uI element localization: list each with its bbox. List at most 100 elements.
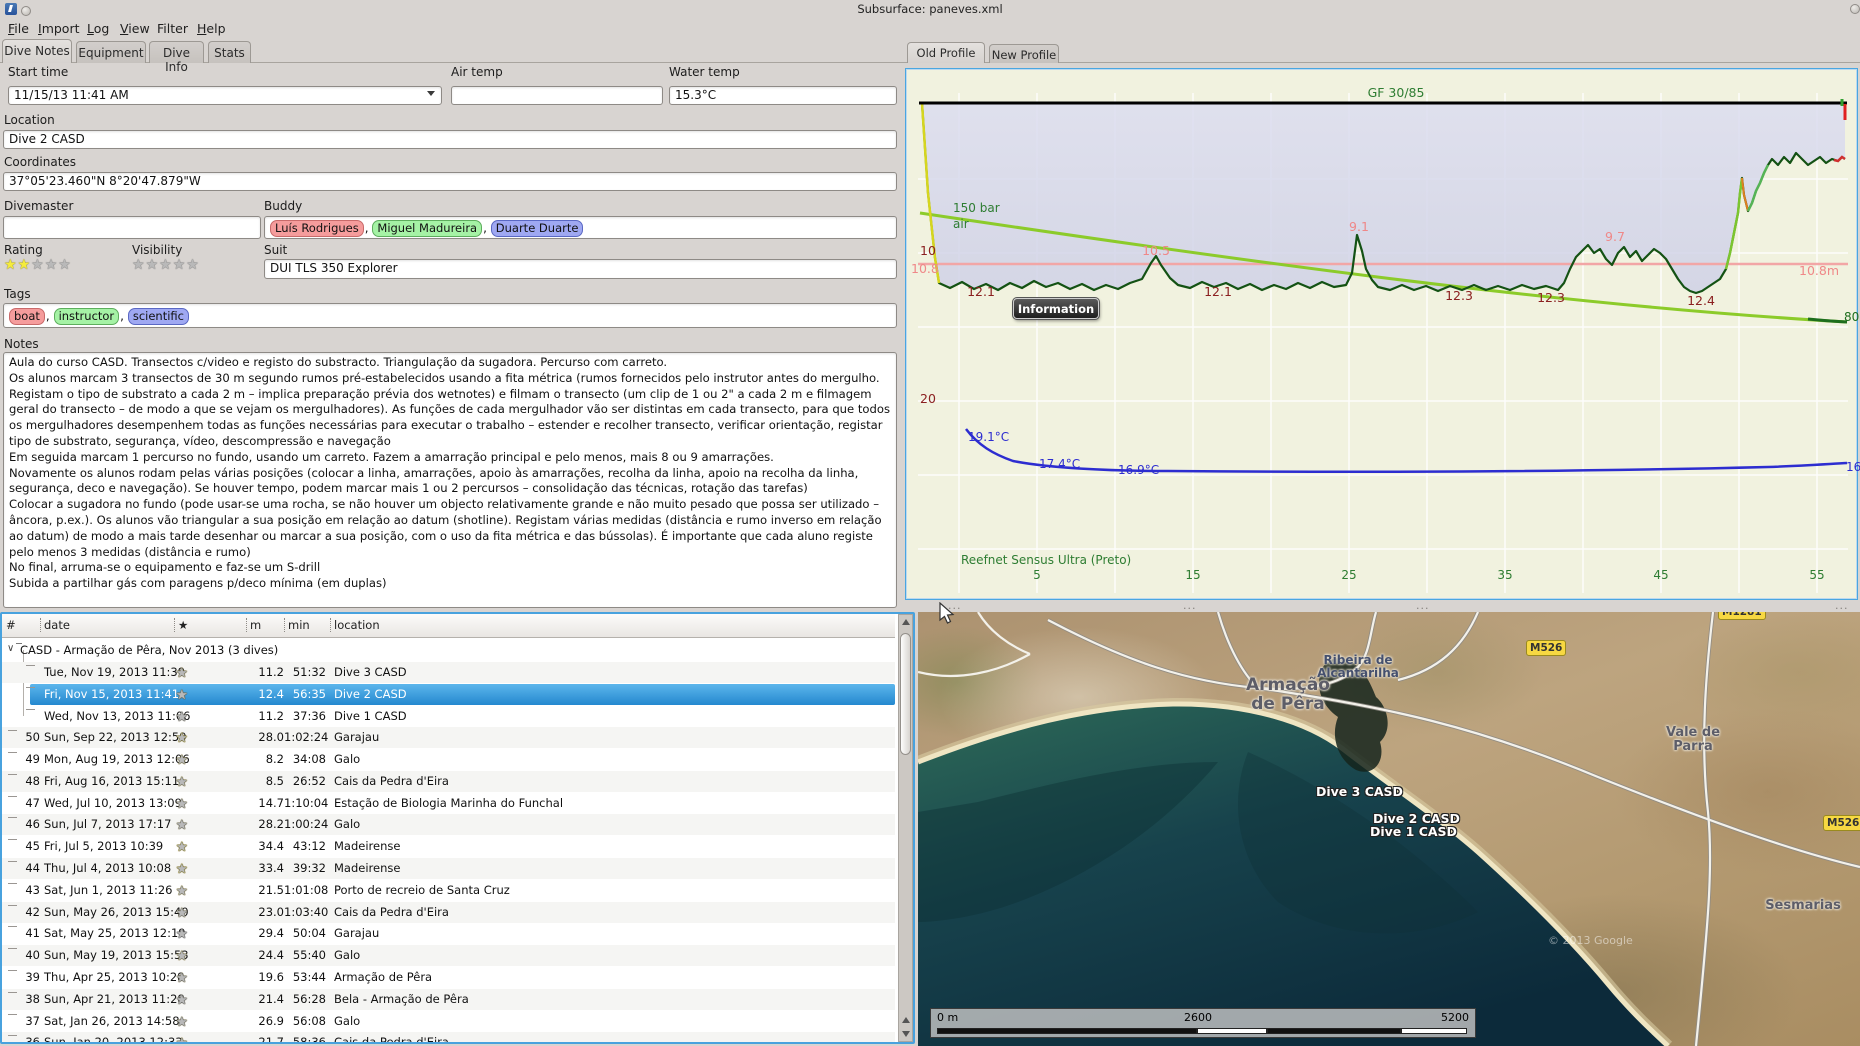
table-row[interactable]: 49 Mon, Aug 19, 2013 12:06 ★ ★ ★ ★ ★ 8.2 34:… (2, 749, 895, 770)
col-header-stars[interactable]: ★ (178, 618, 189, 632)
star-empty-icon: ★ (176, 884, 188, 899)
menu-filter[interactable]: Filter (157, 21, 188, 36)
depth-peak-label: 10.5 (1142, 243, 1170, 258)
star-empty-icon: ★ (176, 775, 188, 790)
table-row[interactable]: Wed, Nov 13, 2013 11:06 ★ ★ ★ ★ ★ 11.2 37:36… (2, 706, 895, 727)
dive-site-marker-label[interactable]: Dive 2 CASD (1373, 811, 1460, 826)
splitter-handle[interactable]: ··· (1416, 602, 1430, 615)
gas-label: air (953, 217, 969, 231)
dive-site-marker-label[interactable]: Dive 3 CASD (1316, 784, 1403, 799)
buddy-field[interactable]: Luís Rodrigues, Miguel Madureira, Duarte… (264, 216, 897, 239)
water-temp-field[interactable]: 15.3°C (669, 86, 897, 105)
table-row[interactable]: 46 Sun, Jul 7, 2013 17:17 ★ ★ ★ ★ ★ 28.2 1:0… (2, 814, 895, 835)
air-temp-field[interactable] (451, 86, 663, 105)
tab-dive-notes[interactable]: Dive Notes (2, 39, 72, 63)
dive-list-header[interactable]: # date ★ m min location (2, 614, 895, 638)
star-filled-icon: ★ (176, 666, 188, 681)
scrollbar-thumb[interactable] (900, 633, 911, 755)
table-row[interactable]: 45 Fri, Jul 5, 2013 10:39 ★ ★ ★ ★ ★ 34.4 43:… (2, 836, 895, 857)
app-icon (5, 3, 17, 15)
col-header-depth[interactable]: m (250, 618, 262, 632)
map-attribution: © 2013 Google (1548, 934, 1633, 947)
scroll-up-button[interactable] (900, 616, 911, 628)
pressure-end-label: 80 (1844, 310, 1860, 324)
splitter-handle[interactable]: ··· (1183, 602, 1197, 615)
col-header-location[interactable]: location (334, 618, 380, 632)
table-row-selected[interactable]: Fri, Nov 15, 2013 11:41 ★ ★ ★ ★ ★ 12.4 56:35… (2, 684, 895, 705)
tag-chip[interactable]: boat (9, 308, 45, 325)
splitter-handle[interactable]: ··· (948, 602, 962, 615)
menu-view[interactable]: View (120, 21, 150, 36)
table-row[interactable]: 36 Sun, Jan 20, 2013 12:33 ★ ★ ★ ★ ★ 21.7 58… (2, 1032, 895, 1044)
table-row[interactable]: Tue, Nov 19, 2013 11:39 ★ ★ ★ ★ ★ 11.2 51:32… (2, 662, 895, 683)
table-row[interactable]: 50 Sun, Sep 22, 2013 12:59 ★ ★ ★ ★ ★ 28.0 1:… (2, 727, 895, 748)
suit-field[interactable]: DUI TLS 350 Explorer (264, 259, 897, 279)
tab-new-profile[interactable]: New Profile (989, 44, 1059, 63)
star-empty-icon: ★ (176, 753, 188, 768)
star-empty-icon: ★ (176, 710, 188, 725)
table-row[interactable]: 41 Sat, May 25, 2013 12:19 ★ ★ ★ ★ ★ 29.4 50… (2, 923, 895, 944)
notes-textarea[interactable]: Aula do curso CASD. Transectos c/video e… (3, 352, 897, 608)
table-row[interactable]: 42 Sun, May 26, 2013 15:40 ★ ★ ★ ★ ★ 23.0 1:… (2, 902, 895, 923)
table-row[interactable]: 37 Sat, Jan 26, 2013 14:58 ★ ★ ★ ★ ★ 26.9 56… (2, 1011, 895, 1032)
star-empty-icon: ★ (176, 1036, 188, 1044)
buddy-label: Buddy (264, 199, 303, 213)
tag-chip[interactable]: scientific (127, 308, 189, 325)
buddy-chip[interactable]: Miguel Madureira (372, 220, 483, 237)
table-row[interactable]: 47 Wed, Jul 10, 2013 13:09 ★ ★ ★ ★ ★ 14.7 1:… (2, 793, 895, 814)
star-empty-icon: ★ (176, 688, 188, 703)
start-time-combobox[interactable]: 11/15/13 11:41 AM (8, 86, 442, 105)
location-field[interactable]: Dive 2 CASD (3, 130, 897, 149)
dive-profile-chart[interactable]: GF 30/85 150 bar air 10 20 10.8 10.8m 80… (905, 68, 1860, 600)
menu-help[interactable]: Help (197, 21, 226, 36)
menu-bar: File Import Log View Filter Help (0, 20, 1860, 39)
star-empty-icon: ★ (176, 710, 188, 725)
table-row[interactable]: 38 Sun, Apr 21, 2013 11:28 ★ ★ ★ ★ ★ 21.4 56… (2, 989, 895, 1010)
suit-label: Suit (264, 243, 288, 257)
scale-zero: 0 m (937, 1011, 959, 1024)
tags-field[interactable]: boat, instructor, scientific (3, 303, 897, 328)
coordinates-field[interactable]: 37°05'23.460"N 8°20'47.879"W (3, 172, 897, 191)
tab-stats[interactable]: Stats (208, 41, 251, 63)
dive-site-marker-label[interactable]: Dive 1 CASD (1370, 824, 1457, 839)
scroll-up-button-bottom[interactable] (900, 1014, 911, 1026)
table-row[interactable]: 43 Sat, Jun 1, 2013 11:26 ★ ★ ★ ★ ★ 21.5 1:0… (2, 880, 895, 901)
menu-log[interactable]: Log (87, 21, 110, 36)
star-filled-icon: ★ (176, 862, 188, 877)
tag-chip[interactable]: instructor (53, 308, 120, 325)
divemaster-field[interactable] (3, 216, 261, 239)
table-row[interactable]: 40 Sun, May 19, 2013 15:53 ★ ★ ★ ★ ★ 24.4 55… (2, 945, 895, 966)
temp-label: 19.1°C (968, 430, 1010, 444)
tab-old-profile[interactable]: Old Profile (907, 42, 985, 63)
col-header-num[interactable]: # (6, 618, 16, 632)
scroll-down-button[interactable] (900, 1028, 911, 1040)
star-empty-icon: ★ (176, 797, 188, 812)
rating-stars[interactable]: ★★★★★ (4, 257, 72, 273)
col-header-date[interactable]: date (44, 618, 70, 632)
table-row[interactable]: 48 Fri, Aug 16, 2013 15:11 ★ ★ ★ ★ ★ 8.5 26:… (2, 771, 895, 792)
star-filled-icon: ★ (176, 906, 188, 921)
dive-list-scrollbar[interactable] (898, 614, 913, 1042)
tab-equipment[interactable]: Equipment (76, 41, 146, 63)
table-row[interactable]: 39 Thu, Apr 25, 2013 10:28 ★ ★ ★ ★ ★ 19.6 53… (2, 967, 895, 988)
dive-site-map[interactable]: Armação de Pêra Ribeira de Alcantarilha … (918, 612, 1860, 1046)
star-filled-icon: ★ (176, 884, 188, 899)
visibility-stars[interactable]: ★★★★★ (132, 257, 200, 273)
star-filled-icon: ★ (176, 993, 188, 1008)
buddy-chip[interactable]: Duarte Duarte (490, 220, 584, 237)
dive-group-row[interactable]: ∨ CASD - Armação de Pêra, Nov 2013 (3 di… (7, 643, 279, 657)
expand-arrow-icon[interactable]: ∨ (7, 643, 15, 654)
air-temp-label: Air temp (451, 65, 503, 79)
splitter-handle[interactable]: ··· (1835, 602, 1849, 615)
star-empty-icon: ★ (176, 884, 188, 899)
col-header-duration[interactable]: min (288, 618, 310, 632)
star-filled-icon: ★ (176, 731, 188, 746)
tab-dive-info[interactable]: Dive Info (149, 41, 204, 74)
buddy-chip[interactable]: Luís Rodrigues (270, 220, 364, 237)
menu-file[interactable]: File (8, 21, 29, 36)
dive-list-table[interactable]: # date ★ m min location ∨ CASD - Armação… (0, 612, 915, 1044)
information-tooltip[interactable]: Information (1012, 297, 1100, 320)
menu-import[interactable]: Import (38, 21, 80, 36)
star-empty-icon: ★ (132, 257, 145, 273)
table-row[interactable]: 44 Thu, Jul 4, 2013 10:08 ★ ★ ★ ★ ★ 33.4 39:… (2, 858, 895, 879)
